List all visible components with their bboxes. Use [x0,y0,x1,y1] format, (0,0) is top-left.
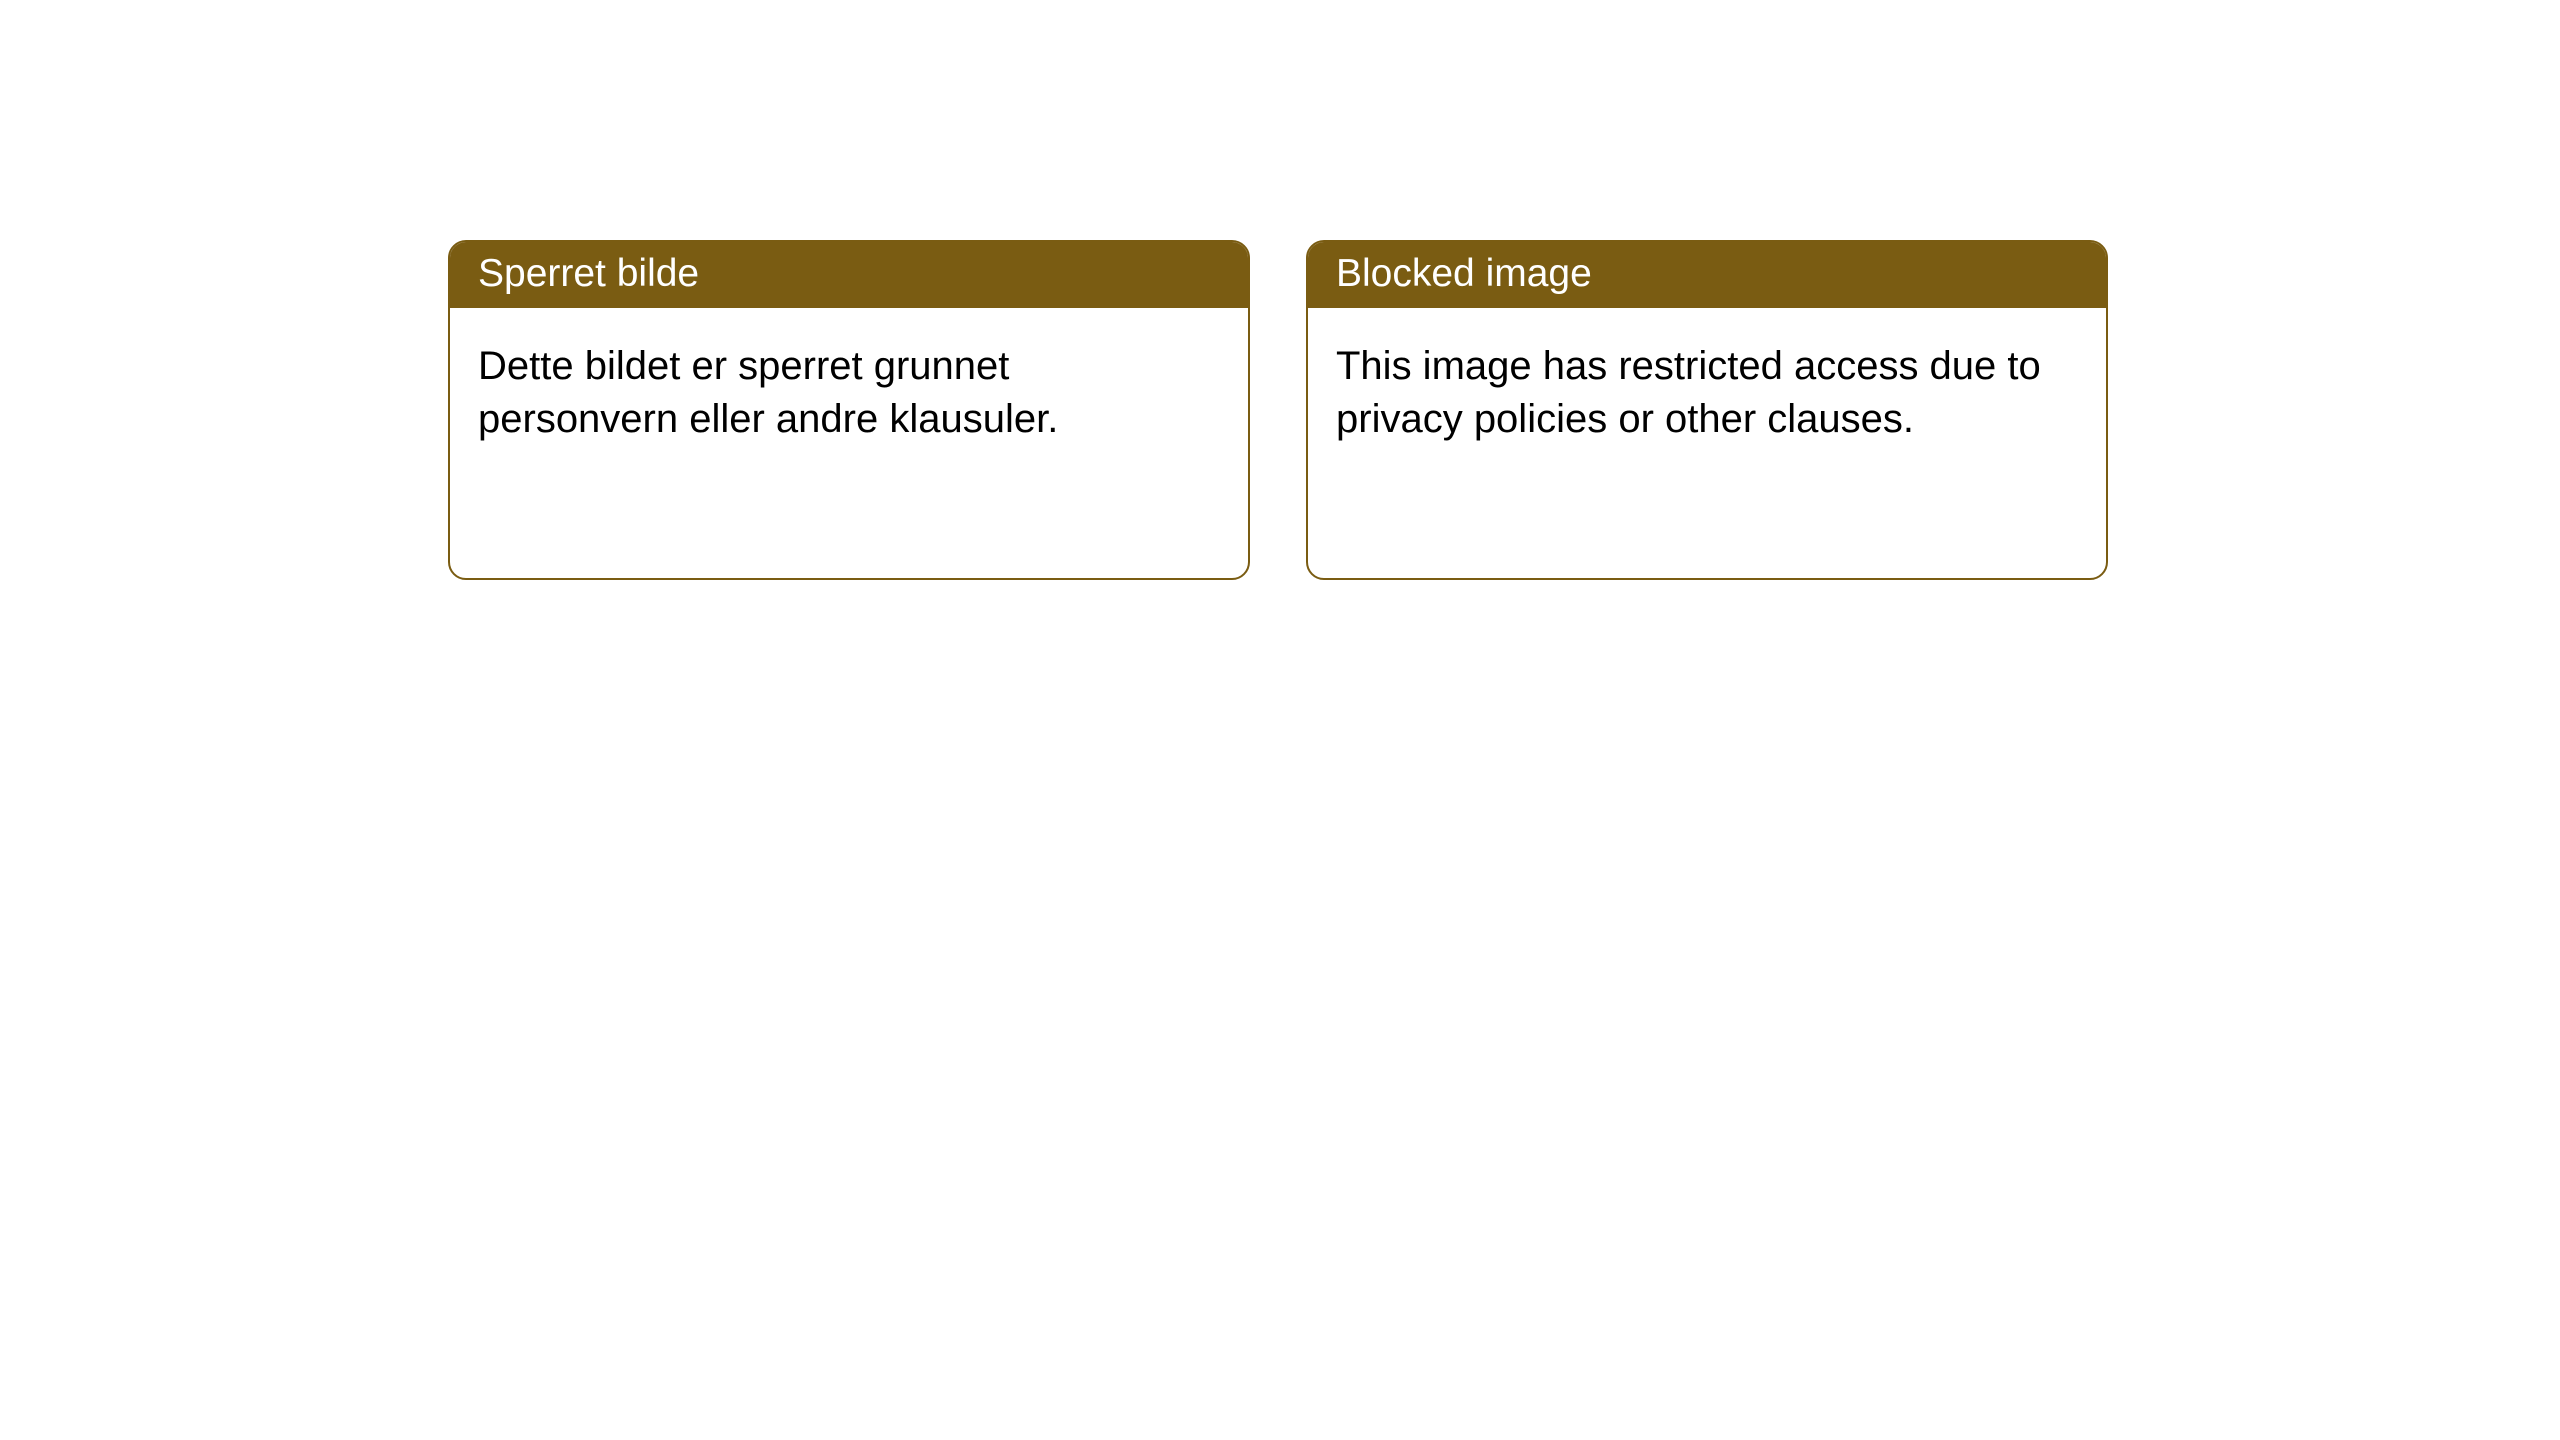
card-body: This image has restricted access due to … [1308,308,2106,578]
blocked-image-card-en: Blocked image This image has restricted … [1306,240,2108,580]
notice-container: Sperret bilde Dette bildet er sperret gr… [0,0,2560,580]
blocked-image-card-no: Sperret bilde Dette bildet er sperret gr… [448,240,1250,580]
card-body-text: Dette bildet er sperret grunnet personve… [478,344,1058,441]
card-body: Dette bildet er sperret grunnet personve… [450,308,1248,578]
card-body-text: This image has restricted access due to … [1336,344,2041,441]
card-header: Blocked image [1308,242,2106,308]
card-title: Blocked image [1336,252,1592,295]
card-title: Sperret bilde [478,252,699,295]
card-header: Sperret bilde [450,242,1248,308]
